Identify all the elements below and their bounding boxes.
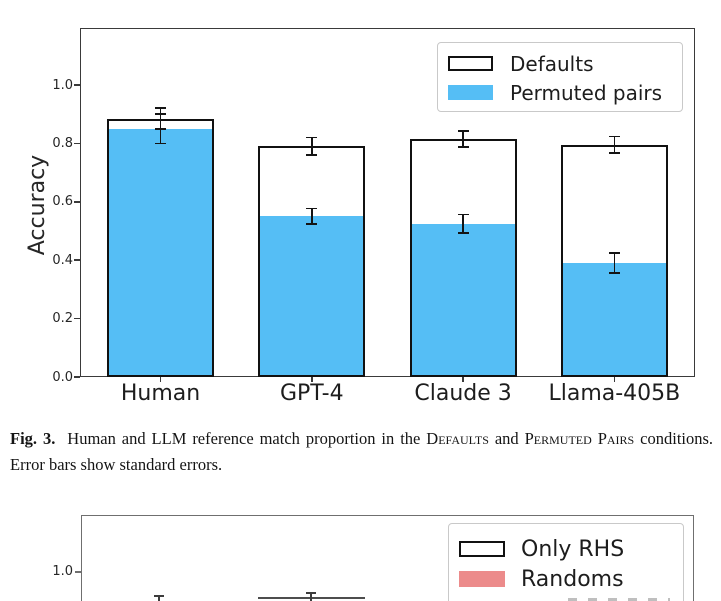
fig3-ytick-label: 0.0 bbox=[52, 369, 73, 385]
legend-row-permuted: Permuted pairs bbox=[448, 78, 672, 107]
x-tick-label-claude-3: Claude 3 bbox=[414, 381, 512, 406]
defaults-swatch bbox=[448, 56, 493, 71]
caption-text-1: Human and LLM reference match proportion… bbox=[67, 429, 421, 448]
fig4-legend: Only RHS Randoms bbox=[448, 523, 684, 601]
randoms-swatch bbox=[459, 571, 505, 587]
fig4-errorbar-1-cap bbox=[154, 595, 164, 597]
fig3-xtick-mark bbox=[613, 377, 616, 382]
fig3-ytick-label: 0.2 bbox=[52, 311, 73, 327]
x-tick-label-llama-405b: Llama-405B bbox=[548, 381, 681, 406]
legend-label-defaults: Defaults bbox=[510, 51, 594, 76]
caption-fig-label: Fig. 3. bbox=[10, 429, 56, 448]
fig4-legend-partial-third-row bbox=[568, 598, 670, 601]
figure-3-caption: Fig. 3. Human and LLM reference match pr… bbox=[10, 426, 713, 478]
caption-text-2: and bbox=[494, 429, 519, 448]
caption-smallcaps-permuted-pairs: Permuted Pairs bbox=[524, 429, 635, 448]
fig3-xtick-mark bbox=[159, 377, 162, 382]
legend-label-randoms: Randoms bbox=[521, 566, 624, 592]
fig3-legend: Defaults Permuted pairs bbox=[437, 42, 683, 112]
fig3-xtick-mark bbox=[311, 377, 313, 382]
fig3-xtick-mark bbox=[462, 377, 464, 382]
permuted-pairs-swatch bbox=[448, 85, 493, 100]
legend-label-only-rhs: Only RHS bbox=[521, 536, 625, 562]
legend-row-randoms: Randoms bbox=[459, 564, 673, 594]
caption-text-3: conditions. Error bars show standard err… bbox=[10, 429, 714, 474]
caption-smallcaps-defaults: Defaults bbox=[426, 429, 489, 448]
legend-row-defaults: Defaults bbox=[448, 49, 672, 78]
fig4-errorbar-1 bbox=[158, 595, 160, 601]
fig4-errorbar-2 bbox=[310, 592, 312, 601]
x-tick-label-gpt-4: GPT-4 bbox=[279, 381, 344, 406]
x-tick-label-human: Human bbox=[120, 381, 201, 406]
fig3-y-axis-label: Accuracy bbox=[25, 154, 50, 256]
legend-label-permuted: Permuted pairs bbox=[510, 80, 663, 105]
legend-row-only-rhs: Only RHS bbox=[459, 534, 673, 564]
fig4-ytick-label: 1.0 bbox=[52, 564, 73, 579]
fig3-ytick-label: 1.0 bbox=[52, 77, 73, 93]
only-rhs-swatch bbox=[459, 541, 505, 557]
fig4-errorbar-2-cap bbox=[305, 592, 316, 594]
fig4-ytick-mark bbox=[75, 571, 81, 573]
